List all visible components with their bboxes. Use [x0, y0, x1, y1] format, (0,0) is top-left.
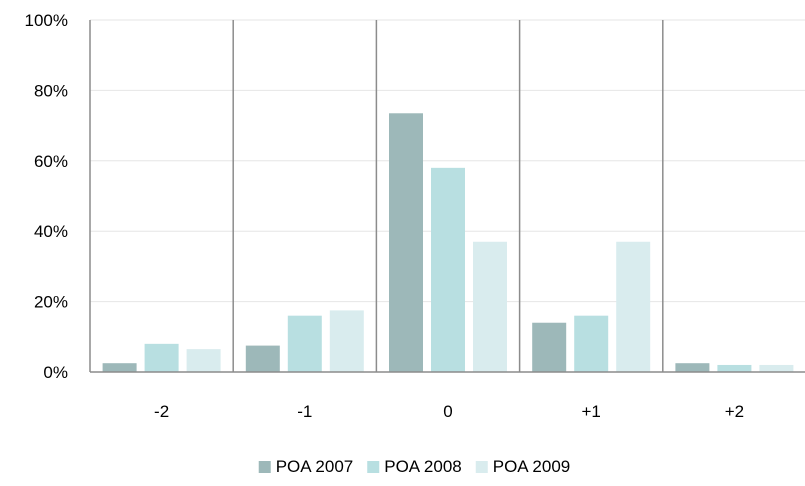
bar-poa-2007-4: [675, 363, 710, 372]
bar-poa-2007-3: [532, 322, 567, 372]
x-tick-label: -2: [154, 402, 169, 421]
bar-poa-2008-4: [717, 364, 752, 372]
y-tick-label: 80%: [34, 81, 68, 100]
legend-label: POA 2009: [493, 457, 571, 476]
bars: [102, 113, 794, 372]
bar-poa-2007-2: [389, 113, 423, 372]
legend-item: POA 2009: [475, 457, 571, 476]
y-tick-label: 20%: [34, 293, 68, 312]
bar-poa-2008-1: [287, 315, 322, 372]
bar-poa-2009-4: [759, 364, 794, 372]
y-tick-label: 60%: [34, 152, 68, 171]
bar-poa-2009-1: [329, 310, 364, 372]
gridlines: [90, 19, 805, 303]
y-tick-label: 0%: [43, 363, 68, 382]
bar-poa-2007-1: [245, 345, 280, 372]
legend-item: POA 2008: [367, 457, 462, 476]
legend-swatch: [475, 461, 488, 473]
bar-poa-2009-2: [473, 241, 507, 372]
category-separators: [89, 20, 664, 372]
x-tick-label: +2: [725, 402, 744, 421]
legend: POA 2007 POA 2008 POA 2009: [258, 457, 571, 476]
y-tick-labels: 0% 20% 40% 60% 80% 100%: [25, 11, 68, 382]
legend-swatch: [367, 461, 380, 473]
y-tick-label: 40%: [34, 222, 68, 241]
bar-poa-2009-0: [186, 349, 221, 372]
legend-swatch: [258, 461, 271, 473]
legend-item: POA 2007: [258, 457, 354, 476]
legend-label: POA 2007: [276, 457, 354, 476]
x-tick-label: -1: [297, 402, 312, 421]
bar-poa-2008-0: [144, 343, 179, 372]
x-tick-label: 0: [443, 402, 452, 421]
bar-poa-2008-2: [431, 167, 465, 372]
bar-poa-2007-0: [102, 363, 137, 372]
bar-poa-2009-3: [616, 241, 651, 372]
x-tick-labels: -2 -1 0 +1 +2: [154, 402, 744, 421]
bar-poa-2008-3: [574, 315, 609, 372]
y-tick-label: 100%: [25, 11, 68, 30]
legend-label: POA 2008: [384, 457, 462, 476]
x-tick-label: +1: [582, 402, 601, 421]
